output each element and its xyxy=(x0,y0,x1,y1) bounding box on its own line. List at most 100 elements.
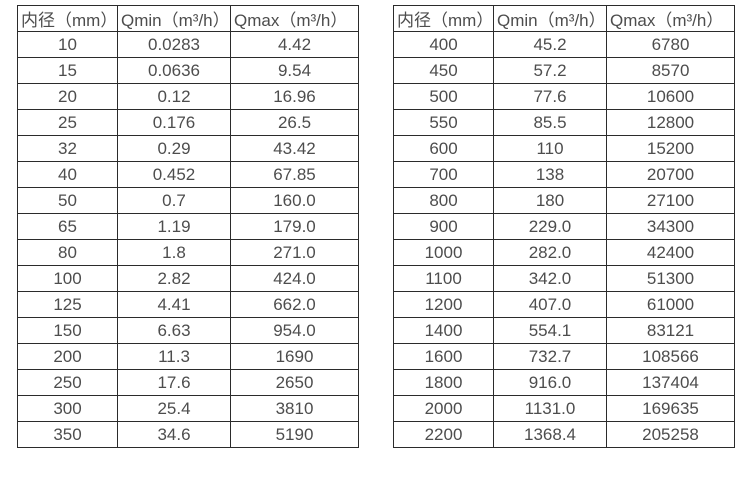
qmax-column-header: Qmax（m³/h） xyxy=(606,5,735,32)
diameter-cell: 20 xyxy=(17,83,118,110)
diameter-cell: 300 xyxy=(17,395,118,422)
diameter-cell: 25 xyxy=(17,109,118,136)
qmax-cell: 6780 xyxy=(606,31,735,58)
diameter-cell: 900 xyxy=(393,213,494,240)
table-row: 150 6.63 954.0 xyxy=(17,317,359,344)
table-row: 450 57.2 8570 xyxy=(393,57,735,84)
qmax-cell: 2650 xyxy=(230,369,359,396)
qmin-cell: 0.176 xyxy=(117,109,231,136)
qmax-cell: 662.0 xyxy=(230,291,359,318)
diameter-cell: 600 xyxy=(393,135,494,162)
qmin-cell: 1.8 xyxy=(117,239,231,266)
qmax-cell: 26.5 xyxy=(230,109,359,136)
qmax-cell: 27100 xyxy=(606,187,735,214)
diameter-cell: 350 xyxy=(17,421,118,448)
qmin-cell: 180 xyxy=(493,187,607,214)
qmin-cell: 34.6 xyxy=(117,421,231,448)
table-body: 400 45.2 6780 450 57.2 8570 500 77.6 10600 550 85.… xyxy=(393,31,735,448)
qmax-cell: 5190 xyxy=(230,421,359,448)
qmin-cell: 110 xyxy=(493,135,607,162)
qmax-cell: 15200 xyxy=(606,135,735,162)
qmax-cell: 20700 xyxy=(606,161,735,188)
diameter-cell: 250 xyxy=(17,369,118,396)
qmin-cell: 25.4 xyxy=(117,395,231,422)
qmax-cell: 51300 xyxy=(606,265,735,292)
table-row: 20 0.12 16.96 xyxy=(17,83,359,110)
qmin-cell: 11.3 xyxy=(117,343,231,370)
qmax-cell: 271.0 xyxy=(230,239,359,266)
large-diameter-flow-table: 内径（mm） Qmin（m³/h） Qmax（m³/h） 400 45.2 6780… xyxy=(393,5,735,448)
diameter-cell: 32 xyxy=(17,135,118,162)
qmax-cell: 169635 xyxy=(606,395,735,422)
qmax-column-header: Qmax（m³/h） xyxy=(230,5,359,32)
diameter-cell: 2000 xyxy=(393,395,494,422)
table-row: 400 45.2 6780 xyxy=(393,31,735,58)
qmin-cell: 0.0283 xyxy=(117,31,231,58)
diameter-column-header: 内径（mm） xyxy=(393,5,494,32)
table-row: 700 138 20700 xyxy=(393,161,735,188)
qmax-cell: 10600 xyxy=(606,83,735,110)
qmax-cell: 205258 xyxy=(606,421,735,448)
qmax-cell: 42400 xyxy=(606,239,735,266)
qmin-cell: 0.29 xyxy=(117,135,231,162)
table-row: 550 85.5 12800 xyxy=(393,109,735,136)
table-row: 32 0.29 43.42 xyxy=(17,135,359,162)
table-row: 800 180 27100 xyxy=(393,187,735,214)
table-row: 900 229.0 34300 xyxy=(393,213,735,240)
qmin-cell: 0.12 xyxy=(117,83,231,110)
diameter-cell: 15 xyxy=(17,57,118,84)
qmin-cell: 282.0 xyxy=(493,239,607,266)
qmin-cell: 45.2 xyxy=(493,31,607,58)
qmin-cell: 6.63 xyxy=(117,317,231,344)
diameter-cell: 50 xyxy=(17,187,118,214)
diameter-cell: 1600 xyxy=(393,343,494,370)
table-row: 15 0.0636 9.54 xyxy=(17,57,359,84)
table-row: 1800 916.0 137404 xyxy=(393,369,735,396)
qmin-column-header: Qmin（m³/h） xyxy=(117,5,231,32)
qmin-cell: 57.2 xyxy=(493,57,607,84)
qmax-cell: 1690 xyxy=(230,343,359,370)
table-row: 40 0.452 67.85 xyxy=(17,161,359,188)
qmax-cell: 954.0 xyxy=(230,317,359,344)
table-row: 1400 554.1 83121 xyxy=(393,317,735,344)
table-row: 2000 1131.0 169635 xyxy=(393,395,735,422)
qmin-cell: 0.452 xyxy=(117,161,231,188)
qmin-cell: 342.0 xyxy=(493,265,607,292)
qmin-cell: 0.0636 xyxy=(117,57,231,84)
diameter-cell: 700 xyxy=(393,161,494,188)
diameter-cell: 800 xyxy=(393,187,494,214)
qmin-column-header: Qmin（m³/h） xyxy=(493,5,607,32)
diameter-cell: 65 xyxy=(17,213,118,240)
qmin-cell: 407.0 xyxy=(493,291,607,318)
diameter-cell: 500 xyxy=(393,83,494,110)
diameter-cell: 450 xyxy=(393,57,494,84)
qmax-cell: 137404 xyxy=(606,369,735,396)
qmin-cell: 1.19 xyxy=(117,213,231,240)
qmin-cell: 0.7 xyxy=(117,187,231,214)
diameter-column-header: 内径（mm） xyxy=(17,5,118,32)
qmin-cell: 4.41 xyxy=(117,291,231,318)
table-row: 500 77.6 10600 xyxy=(393,83,735,110)
qmax-cell: 108566 xyxy=(606,343,735,370)
table-row: 100 2.82 424.0 xyxy=(17,265,359,292)
qmax-cell: 179.0 xyxy=(230,213,359,240)
diameter-cell: 1200 xyxy=(393,291,494,318)
diameter-cell: 2200 xyxy=(393,421,494,448)
table-row: 250 17.6 2650 xyxy=(17,369,359,396)
table-header-row: 内径（mm） Qmin（m³/h） Qmax（m³/h） xyxy=(393,5,735,32)
diameter-cell: 80 xyxy=(17,239,118,266)
qmax-cell: 83121 xyxy=(606,317,735,344)
diameter-cell: 1400 xyxy=(393,317,494,344)
table-row: 200 11.3 1690 xyxy=(17,343,359,370)
table-body: 10 0.0283 4.42 15 0.0636 9.54 20 0.12 16.96 25 0.1… xyxy=(17,31,359,448)
small-diameter-flow-table: 内径（mm） Qmin（m³/h） Qmax（m³/h） 10 0.0283 4.4… xyxy=(17,5,359,448)
table-row: 25 0.176 26.5 xyxy=(17,109,359,136)
qmax-cell: 67.85 xyxy=(230,161,359,188)
qmin-cell: 554.1 xyxy=(493,317,607,344)
diameter-cell: 1000 xyxy=(393,239,494,266)
qmin-cell: 1131.0 xyxy=(493,395,607,422)
qmax-cell: 34300 xyxy=(606,213,735,240)
qmax-cell: 43.42 xyxy=(230,135,359,162)
qmax-cell: 12800 xyxy=(606,109,735,136)
